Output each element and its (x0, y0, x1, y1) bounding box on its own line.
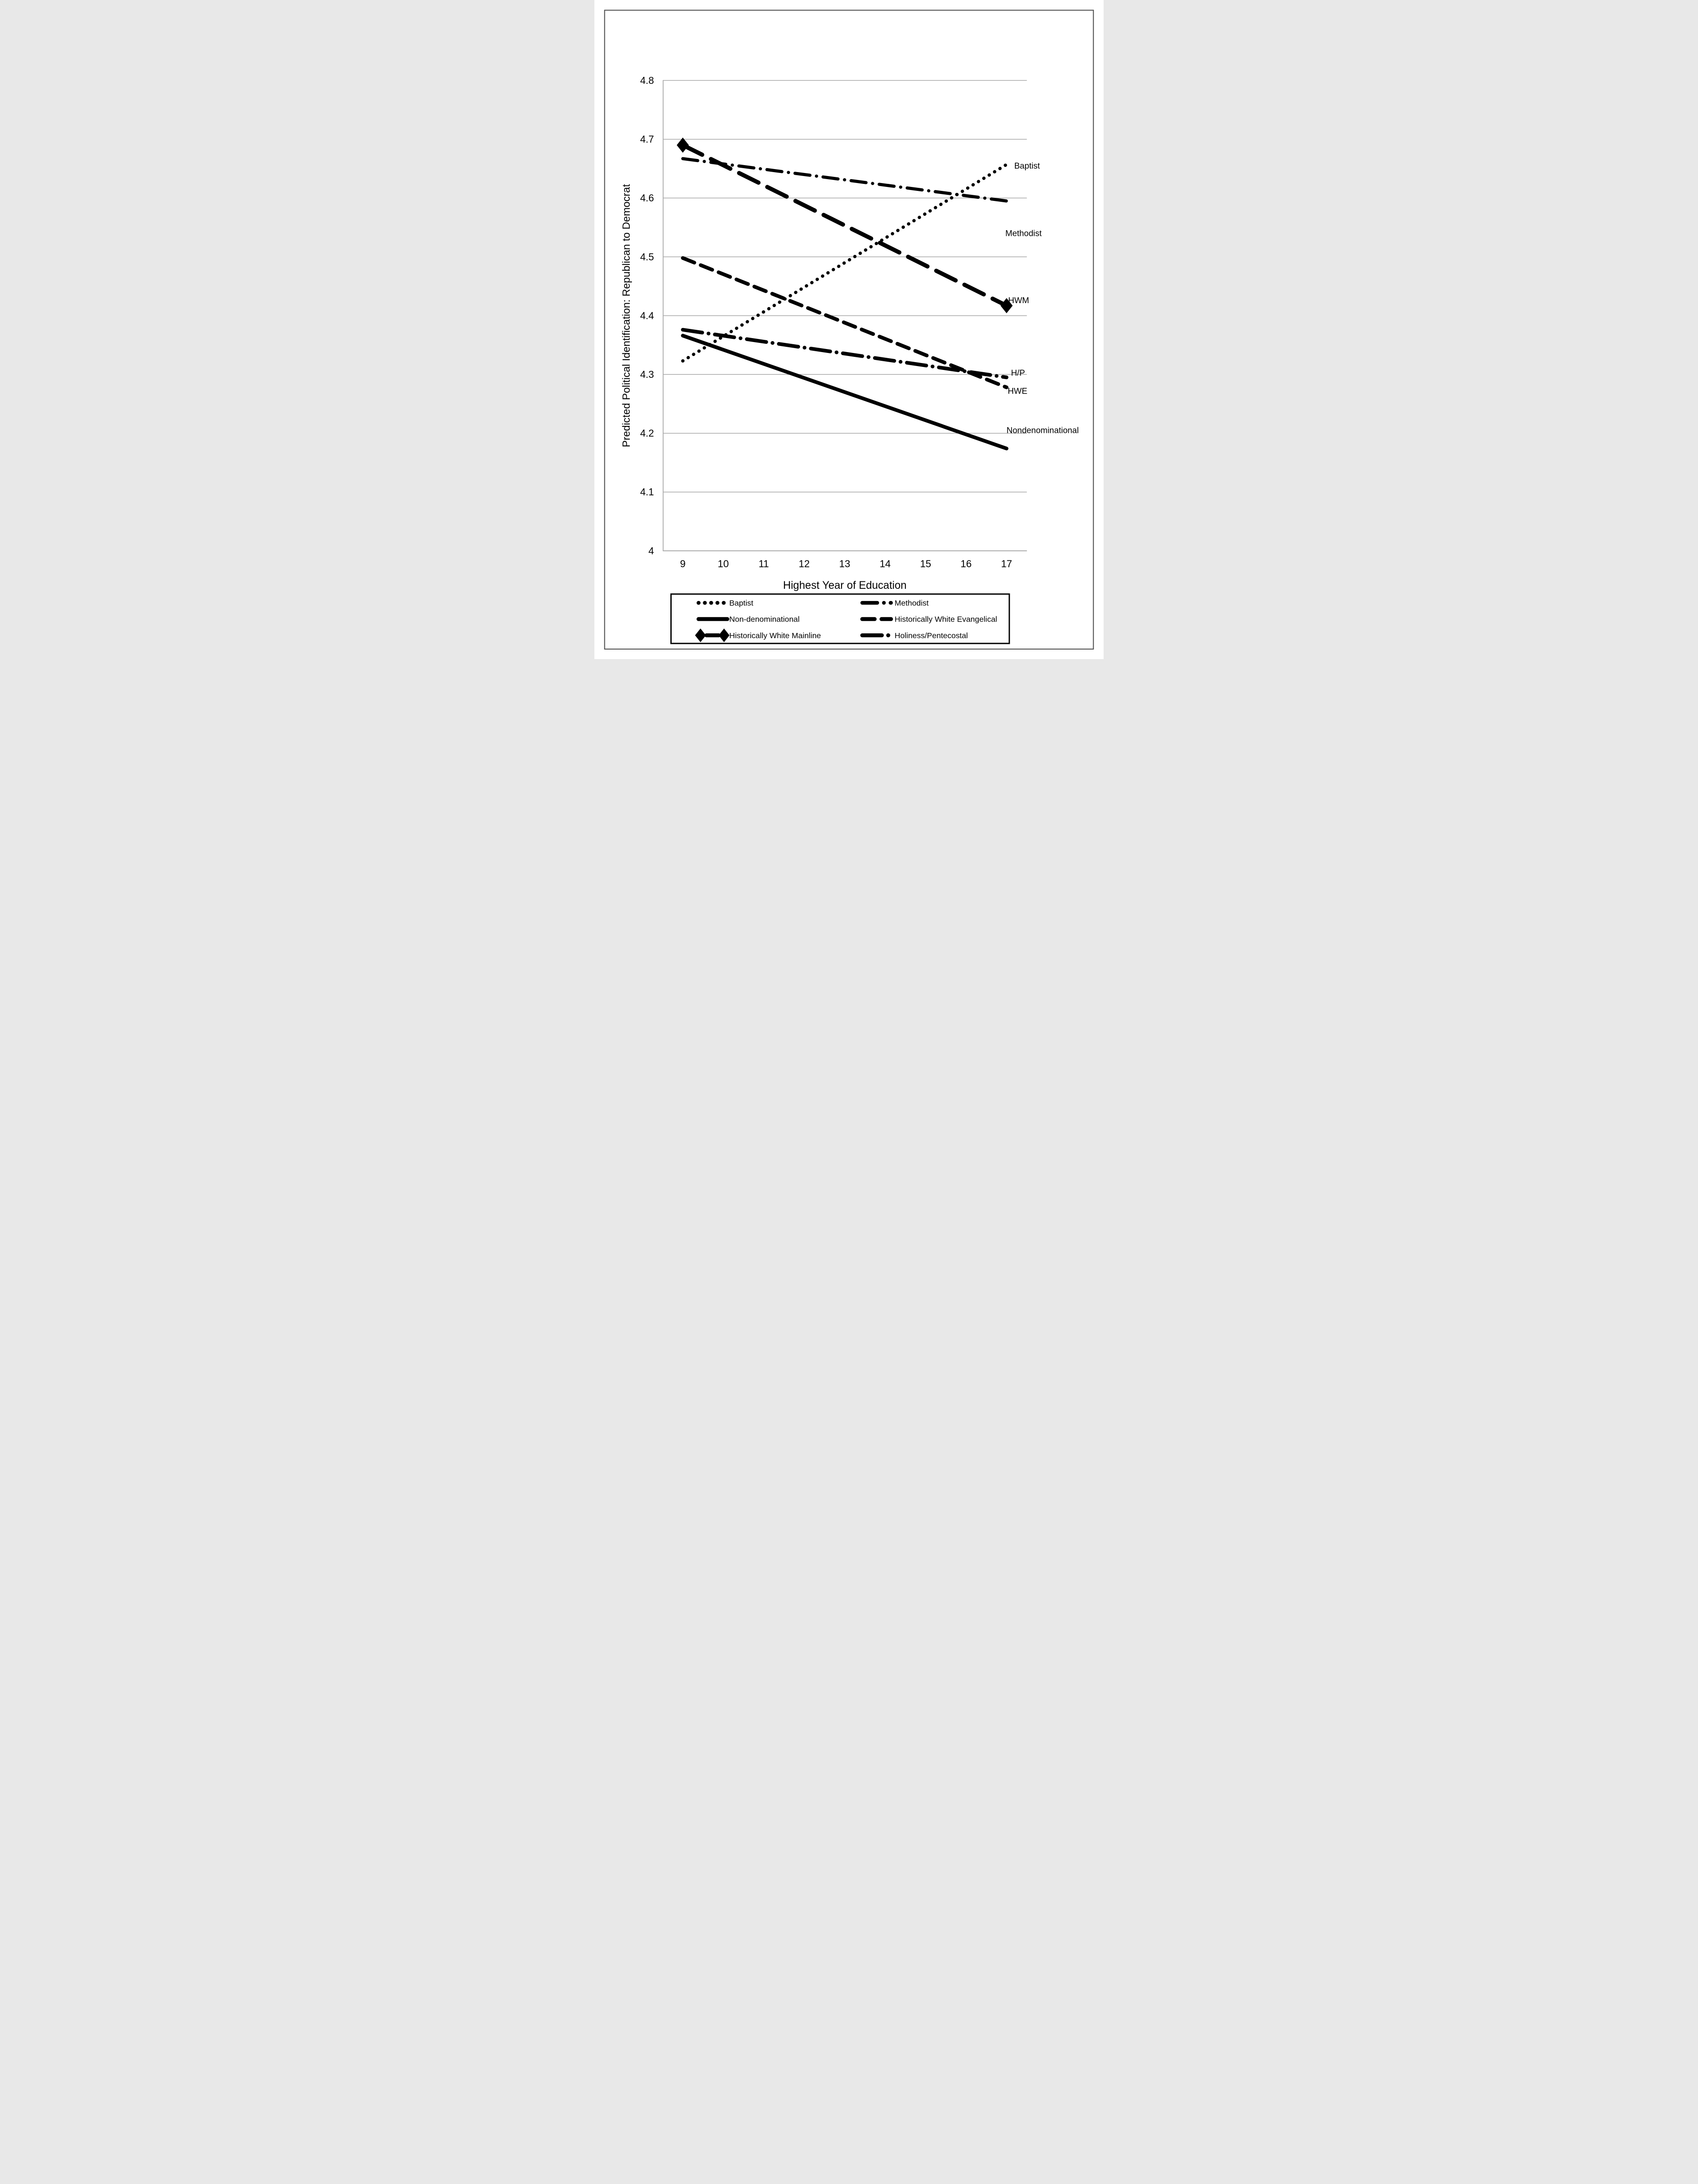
series-marker-start-historically-white-mainline (676, 137, 689, 153)
x-tick-label-17: 17 (1001, 558, 1012, 570)
plot-area (663, 80, 1027, 551)
tick-labels: 4 4.1 4.2 4.3 4.4 4.5 4.6 4.7 4.8 9 10 11 12 13 14 15 16… (640, 75, 1012, 570)
annotation-methodist: Methodist (1005, 229, 1042, 238)
legend-label-holiness-pentecostal: Holiness/Pentecostal (894, 631, 968, 640)
x-axis-title: Highest Year of Education (783, 580, 907, 591)
y-tick-label-4.1: 4.1 (640, 486, 654, 498)
series-line-methodist (681, 157, 1008, 203)
y-tick-label-4.7: 4.7 (640, 134, 654, 145)
y-tick-label-4: 4 (649, 545, 654, 556)
series-line-baptist (681, 162, 1008, 363)
legend-item-holiness-pentecostal: Holiness/Pentecostal (860, 631, 968, 640)
legend-item-historically-white-evangelical: Historically White Evangelical (860, 615, 997, 624)
x-tick-label-16: 16 (960, 558, 971, 570)
figure-page: Baptist Methodist HWM H/P HWE Nondenomination… (594, 0, 1104, 660)
annotation-hwm: HWM (1008, 296, 1029, 305)
series-line-historically-white-mainline (680, 143, 1009, 308)
series-line-non-denominational (681, 334, 1008, 451)
series-line-historically-white-evangelical (681, 256, 1008, 390)
legend-item-baptist: Baptist (697, 598, 753, 607)
x-tick-label-14: 14 (880, 558, 890, 570)
annotations: Baptist Methodist HWM H/P HWE Nondenomination… (1005, 162, 1079, 435)
legend-item-historically-white-mainline: Historically White Mainline (695, 628, 821, 643)
legend-label-methodist: Methodist (894, 598, 928, 607)
legend-item-methodist: Methodist (860, 598, 928, 607)
legend-label-baptist: Baptist (729, 598, 753, 607)
legend-marker-historically-white-mainline-right (718, 628, 730, 643)
legend-label-non-denominational: Non-denominational (729, 615, 800, 624)
legend-item-non-denominational: Non-denominational (696, 615, 800, 624)
series-line-holiness-pentecostal (681, 328, 1008, 380)
x-tick-label-13: 13 (839, 558, 850, 570)
y-tick-label-4.4: 4.4 (640, 310, 654, 321)
x-tick-label-9: 9 (680, 558, 686, 570)
x-tick-label-15: 15 (920, 558, 931, 570)
annotation-nondenominational: Nondenominational (1007, 426, 1079, 435)
y-axis-title: Predicted Political Identification: Repu… (621, 184, 632, 447)
y-tick-label-4.3: 4.3 (640, 369, 654, 380)
series-lines (676, 137, 1013, 451)
annotation-h-p: H/P (1011, 369, 1025, 378)
annotation-hwe: HWE (1008, 387, 1028, 396)
legend-label-historically-white-evangelical: Historically White Evangelical (894, 615, 997, 624)
y-tick-label-4.2: 4.2 (640, 428, 654, 439)
chart-svg: Baptist Methodist HWM H/P HWE Nondenomination… (594, 0, 1104, 660)
x-tick-label-11: 11 (759, 558, 769, 570)
x-tick-label-10: 10 (718, 558, 728, 570)
page-border (604, 10, 1094, 650)
x-tick-label-12: 12 (799, 558, 810, 570)
legend: Baptist Methodist Non-denominational Histor… (670, 593, 1010, 644)
y-tick-label-4.5: 4.5 (640, 251, 654, 263)
legend-label-historically-white-mainline: Historically White Mainline (729, 631, 821, 640)
annotation-baptist: Baptist (1014, 162, 1040, 171)
y-tick-label-4.6: 4.6 (640, 192, 654, 204)
y-tick-label-4.8: 4.8 (640, 75, 654, 86)
